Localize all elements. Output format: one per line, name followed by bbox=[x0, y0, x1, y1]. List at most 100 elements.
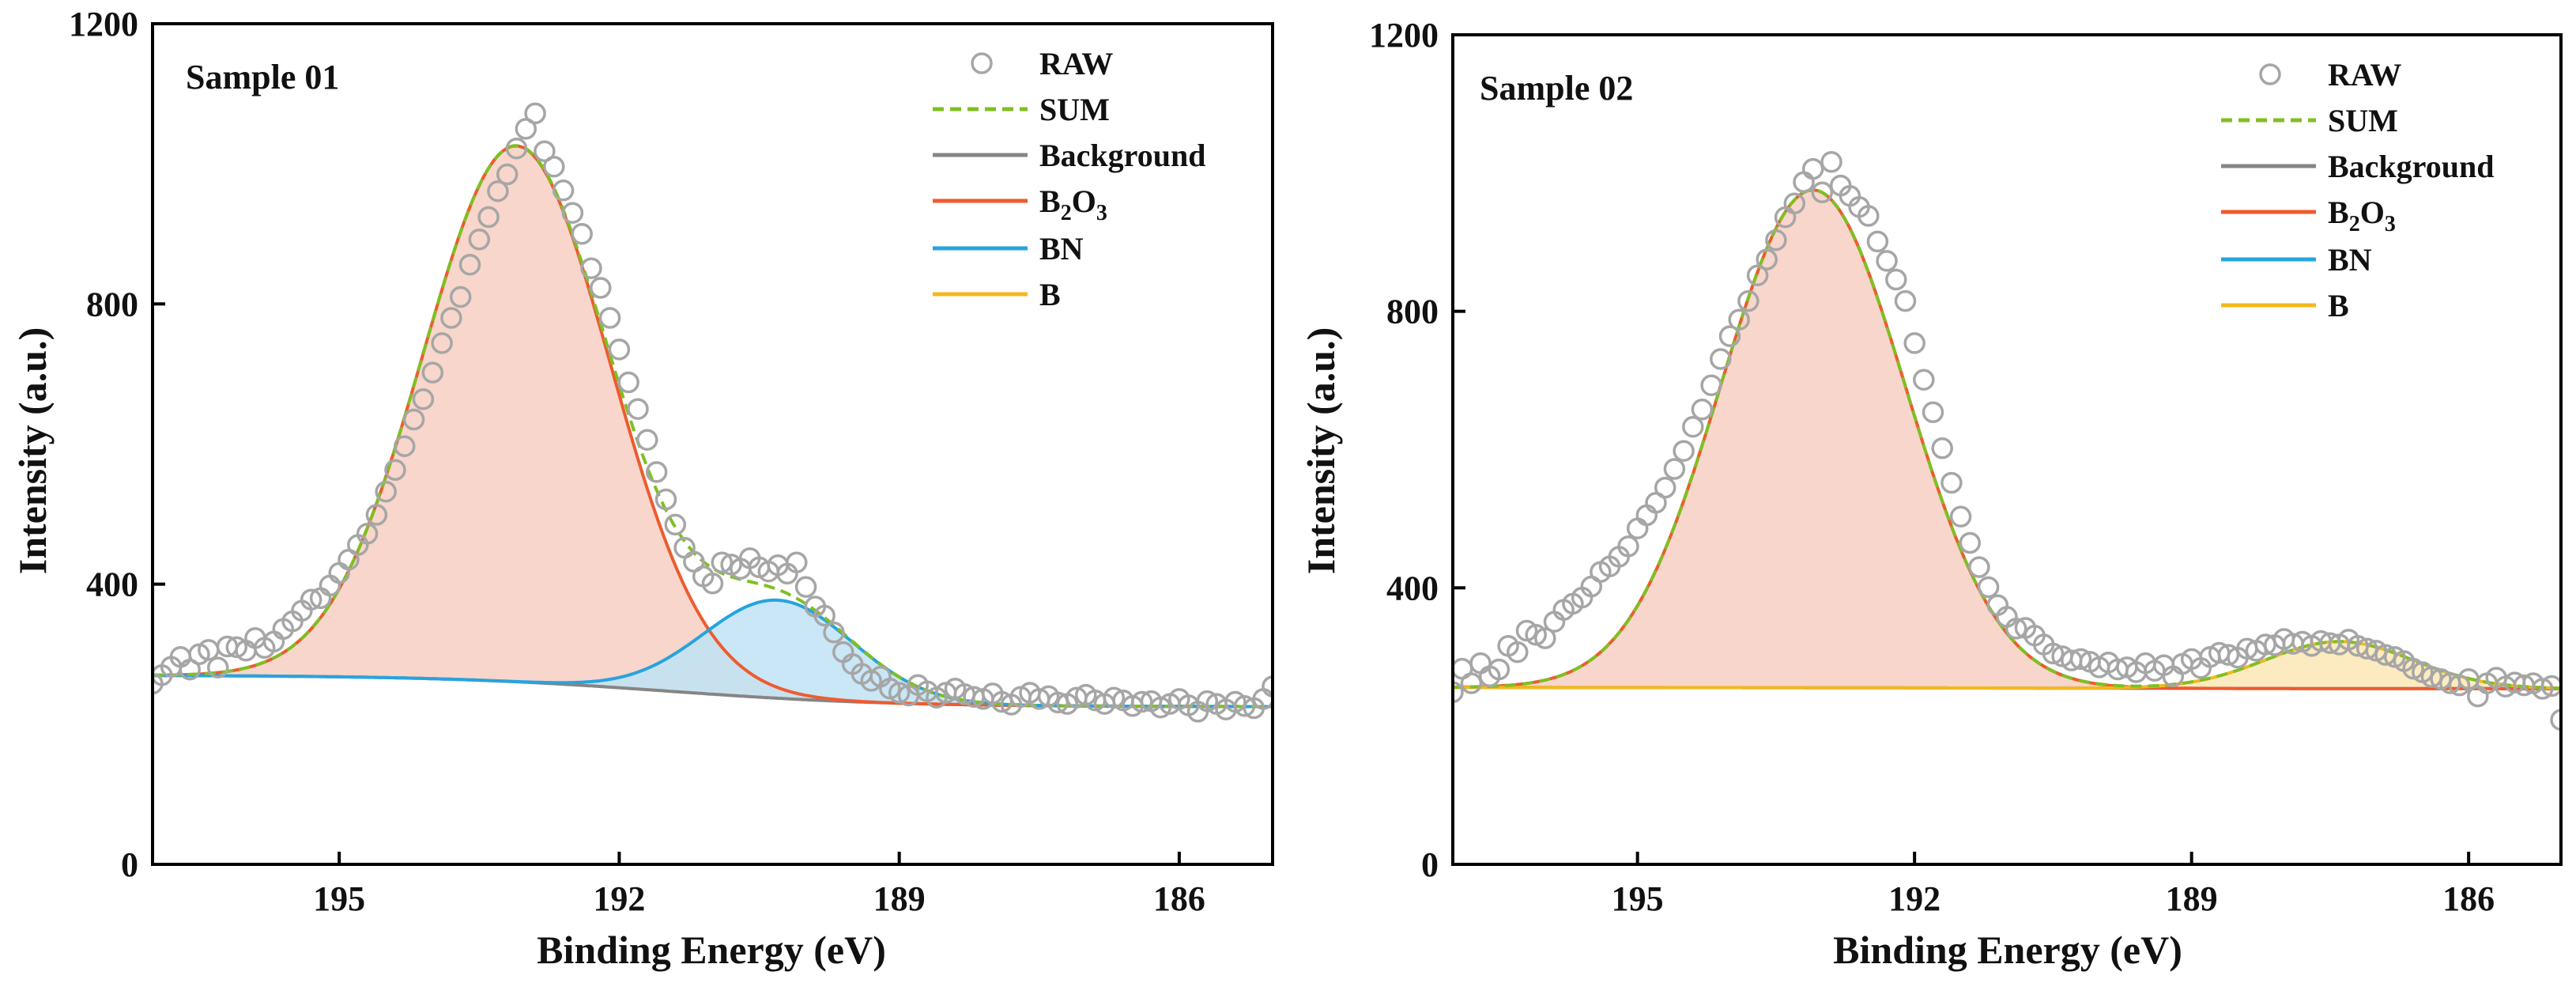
raw-data-point bbox=[561, 202, 584, 224]
x-tick-label: 186 bbox=[1153, 879, 1205, 918]
raw-data-point bbox=[365, 504, 388, 526]
legend: RAW SUM Background B2O3 BN B bbox=[933, 46, 1205, 312]
raw-data-point bbox=[412, 388, 435, 410]
raw-data-point bbox=[402, 408, 425, 431]
raw-data-point bbox=[487, 180, 509, 202]
raw-data-point bbox=[1682, 415, 1704, 438]
raw-data-point bbox=[1811, 181, 1834, 204]
raw-data-point bbox=[1700, 374, 1722, 396]
x-axis-label: Binding Energy (eV) bbox=[1833, 928, 2182, 972]
chart-panel-sample-02: 195 192 189 186 0 400 800 1200 RAW SUM Backgrou… bbox=[1288, 0, 2576, 998]
raw-data-point bbox=[794, 576, 817, 598]
raw-data-point bbox=[1866, 230, 1889, 253]
raw-data-point bbox=[2540, 675, 2561, 697]
raw-data-point bbox=[1469, 652, 1492, 675]
raw-data-point bbox=[384, 459, 406, 482]
raw-data-point bbox=[1453, 681, 1464, 704]
plot-frame bbox=[151, 22, 1274, 866]
raw-data-point bbox=[1691, 399, 1714, 421]
y-tick-label: 400 bbox=[86, 565, 138, 604]
raw-data-point bbox=[1262, 675, 1273, 697]
raw-data-point bbox=[1728, 308, 1750, 331]
b2o3-fill-area bbox=[1453, 190, 2561, 689]
b2o3-fill-area bbox=[153, 146, 1273, 707]
raw-data-point bbox=[319, 574, 341, 597]
raw-data-point bbox=[1959, 531, 1982, 554]
y-tick-label: 1200 bbox=[1369, 16, 1439, 55]
y-tick-label: 0 bbox=[1421, 845, 1439, 884]
sample-label: Sample 01 bbox=[186, 58, 339, 96]
raw-data-point bbox=[617, 371, 639, 394]
y-tick-label: 0 bbox=[121, 845, 138, 884]
raw-data-point bbox=[1977, 576, 2000, 599]
raw-data-point bbox=[1534, 627, 1556, 649]
raw-data-point bbox=[1103, 686, 1126, 709]
raw-data-point bbox=[1894, 289, 1917, 312]
x-tick-label: 192 bbox=[593, 879, 645, 918]
raw-data-point bbox=[505, 137, 528, 160]
x-tick-label: 186 bbox=[2442, 879, 2495, 918]
raw-data-point bbox=[1858, 205, 1880, 227]
raw-data-point bbox=[580, 257, 602, 279]
raw-data-point bbox=[1149, 696, 1172, 719]
raw-data-point bbox=[1801, 157, 1824, 180]
legend-b2o3-label: B2O3 bbox=[1039, 183, 1107, 225]
chart-sample-02: 195 192 189 186 0 400 800 1200 RAW SUM Backgrou… bbox=[1299, 16, 2563, 972]
raw-data-point bbox=[1913, 369, 1935, 391]
raw-data-point bbox=[206, 656, 229, 679]
legend-b-label: B bbox=[2328, 288, 2349, 323]
legend-background-label: Background bbox=[1039, 138, 1205, 173]
legend-bn-label: BN bbox=[1039, 231, 1084, 267]
legend-background-label: Background bbox=[2328, 149, 2494, 184]
raw-data-point bbox=[2531, 678, 2554, 700]
plot-area: 195 192 189 186 0 400 800 1200 bbox=[1369, 16, 2563, 918]
raw-data-point bbox=[664, 513, 687, 536]
raw-data-point bbox=[356, 523, 379, 545]
raw-data-point bbox=[590, 277, 612, 299]
legend-raw-marker bbox=[2259, 63, 2281, 85]
raw-data-point bbox=[421, 361, 444, 384]
raw-data-point bbox=[1663, 458, 1686, 480]
x-tick-label: 192 bbox=[1888, 879, 1940, 918]
raw-data-point bbox=[552, 180, 575, 202]
raw-data-point bbox=[431, 332, 453, 354]
raw-data-point bbox=[458, 253, 481, 276]
raw-data-point bbox=[2069, 648, 2092, 671]
legend-raw-label: RAW bbox=[2328, 57, 2401, 93]
raw-data-point bbox=[636, 429, 658, 451]
raw-data-point bbox=[1931, 437, 1953, 459]
legend-sum-label: SUM bbox=[1039, 92, 1110, 127]
raw-data-point bbox=[1626, 517, 1649, 539]
raw-data-point bbox=[2374, 644, 2397, 666]
raw-data-point bbox=[627, 398, 649, 420]
legend-raw-label: RAW bbox=[1039, 46, 1113, 81]
raw-data-point bbox=[1673, 440, 1695, 462]
y-axis-label: Intensity (a.u.) bbox=[1299, 327, 1343, 575]
raw-data-point bbox=[1718, 325, 1741, 347]
raw-data-point bbox=[1460, 672, 1483, 694]
raw-data-point bbox=[1233, 695, 1256, 717]
raw-data-point bbox=[2420, 666, 2443, 688]
plot-area: 195 192 189 186 0 400 800 1200 bbox=[69, 5, 1274, 918]
raw-data-point bbox=[2005, 618, 2027, 640]
raw-data-point bbox=[1737, 289, 1759, 312]
sample-label: Sample 02 bbox=[1480, 69, 1633, 108]
raw-data-point bbox=[1710, 348, 1732, 370]
raw-data-point bbox=[813, 604, 835, 627]
raw-data-point bbox=[300, 588, 322, 611]
raw-data-point bbox=[1885, 268, 1907, 291]
raw-data-point bbox=[449, 285, 472, 308]
raw-data-point bbox=[786, 551, 808, 573]
raw-data-point bbox=[2217, 644, 2240, 666]
raw-data-point bbox=[524, 102, 546, 125]
raw-data-point bbox=[2550, 709, 2561, 731]
raw-data-point bbox=[1525, 624, 1547, 646]
raw-data-point bbox=[1820, 151, 1842, 173]
raw-data-point bbox=[440, 307, 462, 329]
y-axis-label: Intensity (a.u.) bbox=[10, 327, 55, 575]
legend-b2o3-label: B2O3 bbox=[2328, 195, 2396, 236]
y-tick-label: 400 bbox=[1386, 569, 1439, 607]
b2o3-component-line bbox=[1453, 188, 2561, 690]
raw-data-point bbox=[701, 573, 724, 595]
x-tick-label: 189 bbox=[873, 879, 926, 918]
